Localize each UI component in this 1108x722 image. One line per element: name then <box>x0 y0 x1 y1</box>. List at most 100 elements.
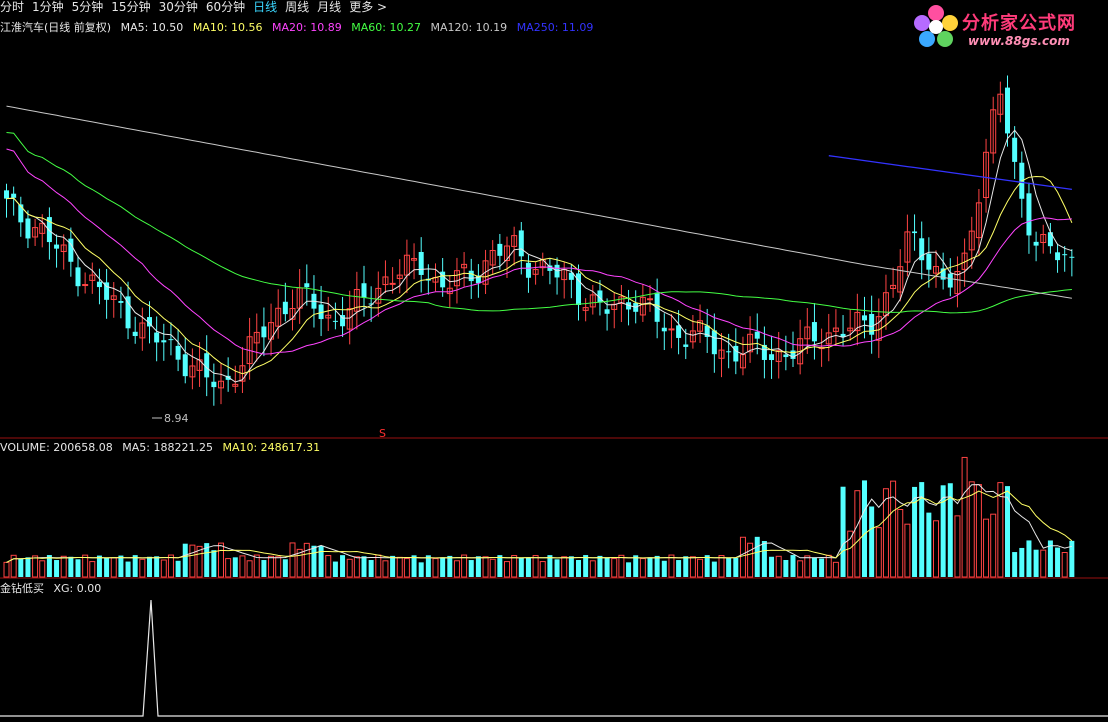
ma250-label: MA250: 11.09 <box>516 21 594 34</box>
candle-body-up <box>589 294 596 308</box>
volume-bar-down <box>647 557 653 577</box>
volume-bar-down <box>654 555 660 577</box>
logo-url-text: www.88gs.com <box>968 34 1070 48</box>
candle-body-up <box>532 269 539 275</box>
volume-bar-down <box>1012 552 1018 577</box>
tab-8[interactable]: 月线 <box>317 0 342 14</box>
candle-body-up <box>411 258 418 261</box>
candle-body-down <box>318 304 324 320</box>
volume-value: VOLUME: 200658.08 <box>0 441 113 454</box>
xg-signal-line <box>0 599 1108 717</box>
candle-body-up <box>275 307 282 327</box>
volume-bar-down <box>1055 547 1061 577</box>
volume-bar-down <box>869 506 875 577</box>
candle-body-down <box>862 315 867 321</box>
volume-bar-down <box>1047 540 1053 577</box>
volume-bar-up <box>668 554 675 578</box>
candle-body-up <box>139 322 146 339</box>
volume-bar-up <box>60 555 67 578</box>
volume-bar-up <box>804 555 811 578</box>
ma10-label: MA10: 10.56 <box>192 21 263 34</box>
volume-bar-up <box>403 558 410 578</box>
candle-body-down <box>440 271 446 288</box>
candle-body-down <box>676 325 682 338</box>
volume-bar-up <box>747 542 754 578</box>
tab-5[interactable]: 60分钟 <box>205 0 246 14</box>
volume-bar-up <box>396 556 403 578</box>
candle-body-up <box>968 230 975 251</box>
volume-bar-down <box>1033 549 1039 577</box>
tab-3[interactable]: 15分钟 <box>111 0 151 14</box>
candle-body-up <box>582 307 589 311</box>
candle-body-up <box>110 295 117 300</box>
tab-9[interactable]: 更多 > <box>349 0 388 14</box>
volume-bar-up <box>797 560 804 578</box>
volume-bar-up <box>847 530 854 578</box>
volume-bar-down <box>154 556 160 577</box>
volume-bar-up <box>775 555 782 578</box>
volume-bar-up <box>618 554 625 578</box>
volume-bar-down <box>232 557 238 577</box>
ma250-line <box>828 155 1072 191</box>
candle-body-up <box>60 244 67 253</box>
candle-body-up <box>668 328 675 331</box>
candle-body-down <box>568 272 574 280</box>
volume-bar-down <box>912 486 918 577</box>
volume-bar-up <box>875 527 882 578</box>
volume-bar-down <box>704 555 710 577</box>
candle-body-down <box>225 375 231 380</box>
candle-body-down <box>361 283 367 298</box>
candle-body-up <box>1040 233 1047 244</box>
volume-bar-down <box>726 557 732 577</box>
candle-body-down <box>733 345 739 362</box>
candle-body-up <box>825 332 832 345</box>
volume-bar-down <box>468 560 474 577</box>
tab-1[interactable]: 1分钟 <box>32 0 64 14</box>
candle-body-down <box>926 253 932 270</box>
candle-body-down <box>54 244 60 249</box>
volume-bar-up <box>353 556 360 578</box>
volume-bar-up <box>697 558 704 578</box>
candle-body-up <box>232 383 239 387</box>
candle-body-down <box>761 344 767 360</box>
volume-bar-up <box>904 523 911 578</box>
volume-bar-down <box>840 486 846 577</box>
tab-7[interactable]: 周线 <box>285 0 310 14</box>
volume-bar-up <box>268 555 275 578</box>
volume-bar-down <box>947 483 953 577</box>
candle-body-down <box>726 351 732 353</box>
tab-2[interactable]: 5分钟 <box>71 0 104 14</box>
volume-bar-down <box>626 562 632 577</box>
candle-body-up <box>747 333 754 353</box>
signal-marker: S <box>379 427 386 440</box>
candle-body-down <box>332 320 338 322</box>
volume-bar-down <box>46 555 52 577</box>
volume-bar-up <box>539 561 546 578</box>
volume-bar-down <box>447 555 453 577</box>
volume-bar-up <box>854 490 861 578</box>
volume-bar-up <box>289 542 296 578</box>
candle-body-down <box>261 326 267 338</box>
tab-6[interactable]: 日线 <box>253 0 278 14</box>
volume-bar-down <box>754 536 760 577</box>
tab-0[interactable]: 分时 <box>0 0 25 14</box>
candle-body-up <box>253 331 260 344</box>
volume-bar-down <box>425 555 431 577</box>
candle-body-down <box>175 345 181 360</box>
volume-bar-up <box>689 556 696 578</box>
volume-bar-down <box>683 556 689 577</box>
candle-body-down <box>1055 252 1061 261</box>
volume-bar-up <box>253 554 260 578</box>
volume-bar-down <box>18 558 24 577</box>
volume-bar-up <box>482 556 489 578</box>
tab-4[interactable]: 30分钟 <box>158 0 198 14</box>
volume-bar-down <box>783 559 789 577</box>
volume-bar-down <box>497 555 503 577</box>
candle-body-down <box>468 270 474 282</box>
candle-body-down <box>46 217 52 243</box>
volume-legend: VOLUME: 200658.08 MA5: 188221.25 MA10: 2… <box>0 441 326 454</box>
volume-bar-up <box>432 558 439 578</box>
candle-body-down <box>204 353 210 378</box>
candle-body-up <box>697 320 704 332</box>
